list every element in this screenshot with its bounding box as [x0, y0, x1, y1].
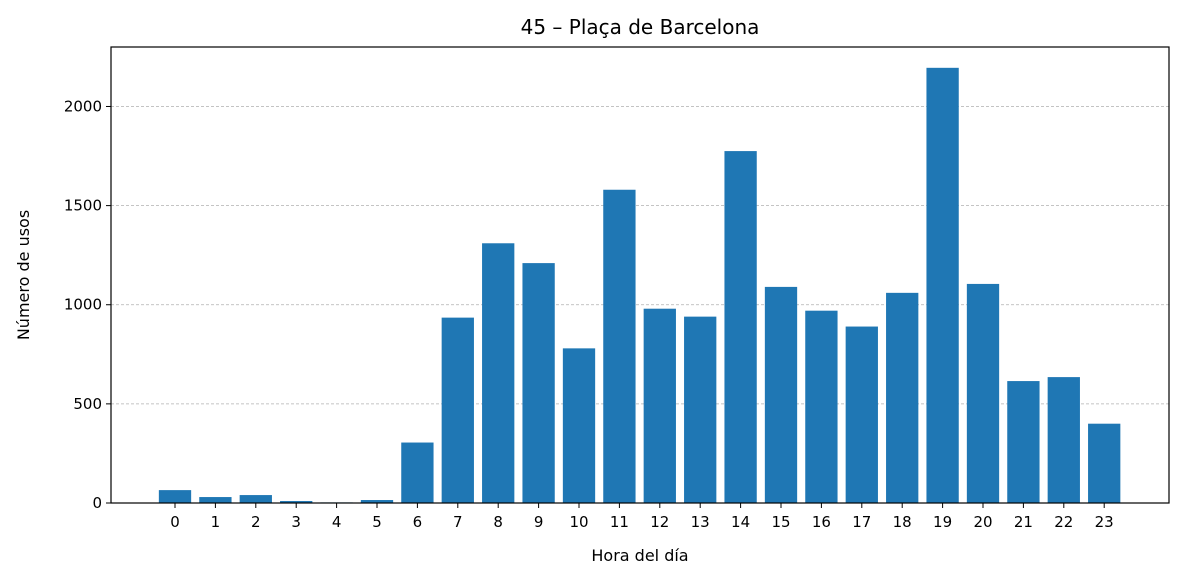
y-tick-label: 2000 [64, 97, 102, 115]
x-tick-label: 7 [453, 513, 463, 531]
x-tick-label: 11 [610, 513, 629, 531]
bar-hour-9 [522, 263, 555, 503]
bar-hour-16 [805, 310, 838, 503]
y-tick-label: 1000 [64, 296, 102, 314]
x-tick-label: 5 [372, 513, 382, 531]
x-tick-label: 6 [413, 513, 423, 531]
x-tick-label: 1 [211, 513, 221, 531]
x-tick-label: 0 [170, 513, 180, 531]
bar-hour-0 [158, 490, 192, 503]
y-tick-label: 500 [73, 395, 102, 413]
x-tick-label: 2 [251, 513, 261, 531]
bar-hour-21 [1007, 381, 1040, 503]
bar-hour-20 [966, 283, 1000, 503]
x-tick-label: 18 [893, 513, 912, 531]
bar-hour-14 [724, 151, 757, 503]
y-tick-label: 1500 [64, 197, 102, 215]
x-tick-label: 20 [973, 513, 992, 531]
y-axis-label: Número de usos [14, 210, 33, 340]
bar-hour-1 [199, 497, 232, 503]
chart-title: 45 – Plaça de Barcelona [521, 15, 760, 39]
x-axis-label: Hora del día [591, 546, 688, 565]
x-tick-label: 10 [569, 513, 588, 531]
x-tick-label: 4 [332, 513, 342, 531]
bar-hour-13 [684, 316, 717, 503]
grid-lines [111, 106, 1169, 405]
x-tick-label: 9 [534, 513, 544, 531]
y-axis-ticks: 0 500 1000 1500 2000 [64, 97, 111, 512]
bar-hour-7 [441, 317, 474, 503]
x-tick-label: 17 [852, 513, 871, 531]
x-tick-label: 12 [650, 513, 669, 531]
bar-hour-12 [643, 308, 676, 503]
bar-hour-15 [764, 286, 798, 503]
y-tick-label: 0 [92, 494, 102, 512]
x-tick-label: 21 [1014, 513, 1033, 531]
bar-hour-19 [926, 67, 959, 504]
bar-hour-6 [401, 442, 434, 503]
x-tick-label: 19 [933, 513, 952, 531]
bar-hour-8 [482, 243, 515, 503]
x-axis-ticks: 0 1 2 3 4 5 6 7 8 9 10 11 12 13 14 15 16 17 18 19 20 21 22 23 [170, 503, 1114, 531]
bar-hour-3 [280, 501, 313, 503]
plot-frame [110, 46, 1170, 504]
x-tick-label: 16 [812, 513, 831, 531]
bar-hour-23 [1088, 423, 1121, 503]
x-tick-label: 15 [771, 513, 790, 531]
x-tick-label: 22 [1054, 513, 1073, 531]
bar-hour-11 [603, 189, 636, 503]
bar-hour-2 [239, 495, 272, 503]
x-tick-label: 14 [731, 513, 750, 531]
bar-hour-5 [360, 500, 394, 503]
x-tick-label: 13 [691, 513, 710, 531]
bar-hour-10 [562, 348, 596, 503]
bar-hour-22 [1047, 377, 1080, 503]
bar-hour-18 [886, 292, 919, 503]
bars [158, 67, 1121, 504]
x-tick-label: 8 [493, 513, 503, 531]
x-tick-label: 3 [291, 513, 301, 531]
bar-hour-17 [845, 326, 878, 503]
x-tick-label: 23 [1095, 513, 1114, 531]
